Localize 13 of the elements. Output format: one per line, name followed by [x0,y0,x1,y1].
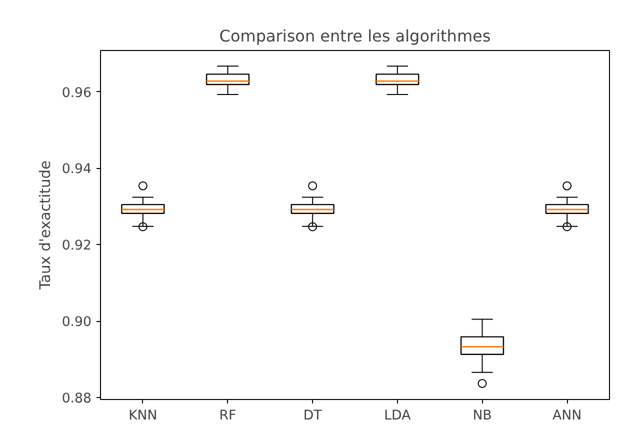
y-axis-title: Taux d'exactitude [36,160,54,291]
y-tick-label: 0.92 [62,238,92,254]
chart-title: Comparison entre les algorithmes [219,26,491,46]
x-tick-label: LDA [384,408,411,424]
x-tick-label: RF [219,408,236,424]
x-tick-label: DT [303,408,323,424]
y-tick-label: 0.90 [62,315,92,330]
y-tick-label: 0.88 [62,392,92,407]
x-tick-label: NB [472,408,492,424]
x-tick-label: ANN [552,408,582,424]
y-tick-label: 0.94 [62,162,92,178]
y-tick-label: 0.96 [62,86,92,101]
x-tick-label: KNN [128,408,158,424]
